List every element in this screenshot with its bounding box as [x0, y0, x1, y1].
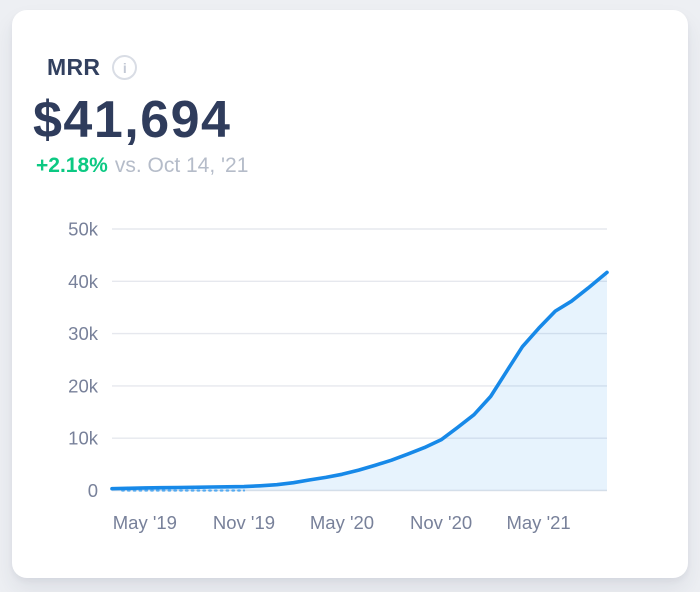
mrr-area-fill [112, 272, 607, 491]
metric-value: $41,694 [33, 91, 232, 149]
x-tick-label: Nov '19 [213, 512, 275, 533]
x-tick-label: May '21 [506, 512, 570, 533]
mrr-card: MRR i $41,694 +2.18% vs. Oct 14, '21 [12, 10, 688, 578]
mrr-line [110, 270, 609, 491]
y-tick-label: 50k [68, 219, 99, 240]
y-tick-label: 20k [68, 375, 99, 396]
y-tick-label: 40k [68, 271, 99, 292]
delta-percent: +2.18% [36, 154, 108, 177]
x-tick-label: May '19 [113, 512, 177, 533]
y-tick-label: 10k [68, 428, 99, 449]
card-header: MRR i [47, 54, 138, 81]
delta-comparison: vs. Oct 14, '21 [114, 154, 249, 177]
y-tick-label: 0 [88, 480, 98, 501]
x-tick-label: Nov '20 [410, 512, 472, 533]
info-icon[interactable]: i [112, 55, 138, 80]
delta-row: +2.18% vs. Oct 14, '21 [36, 155, 248, 176]
y-tick-label: 30k [68, 323, 99, 344]
metric-title: MRR [47, 54, 101, 80]
x-tick-label: May '20 [310, 512, 374, 533]
